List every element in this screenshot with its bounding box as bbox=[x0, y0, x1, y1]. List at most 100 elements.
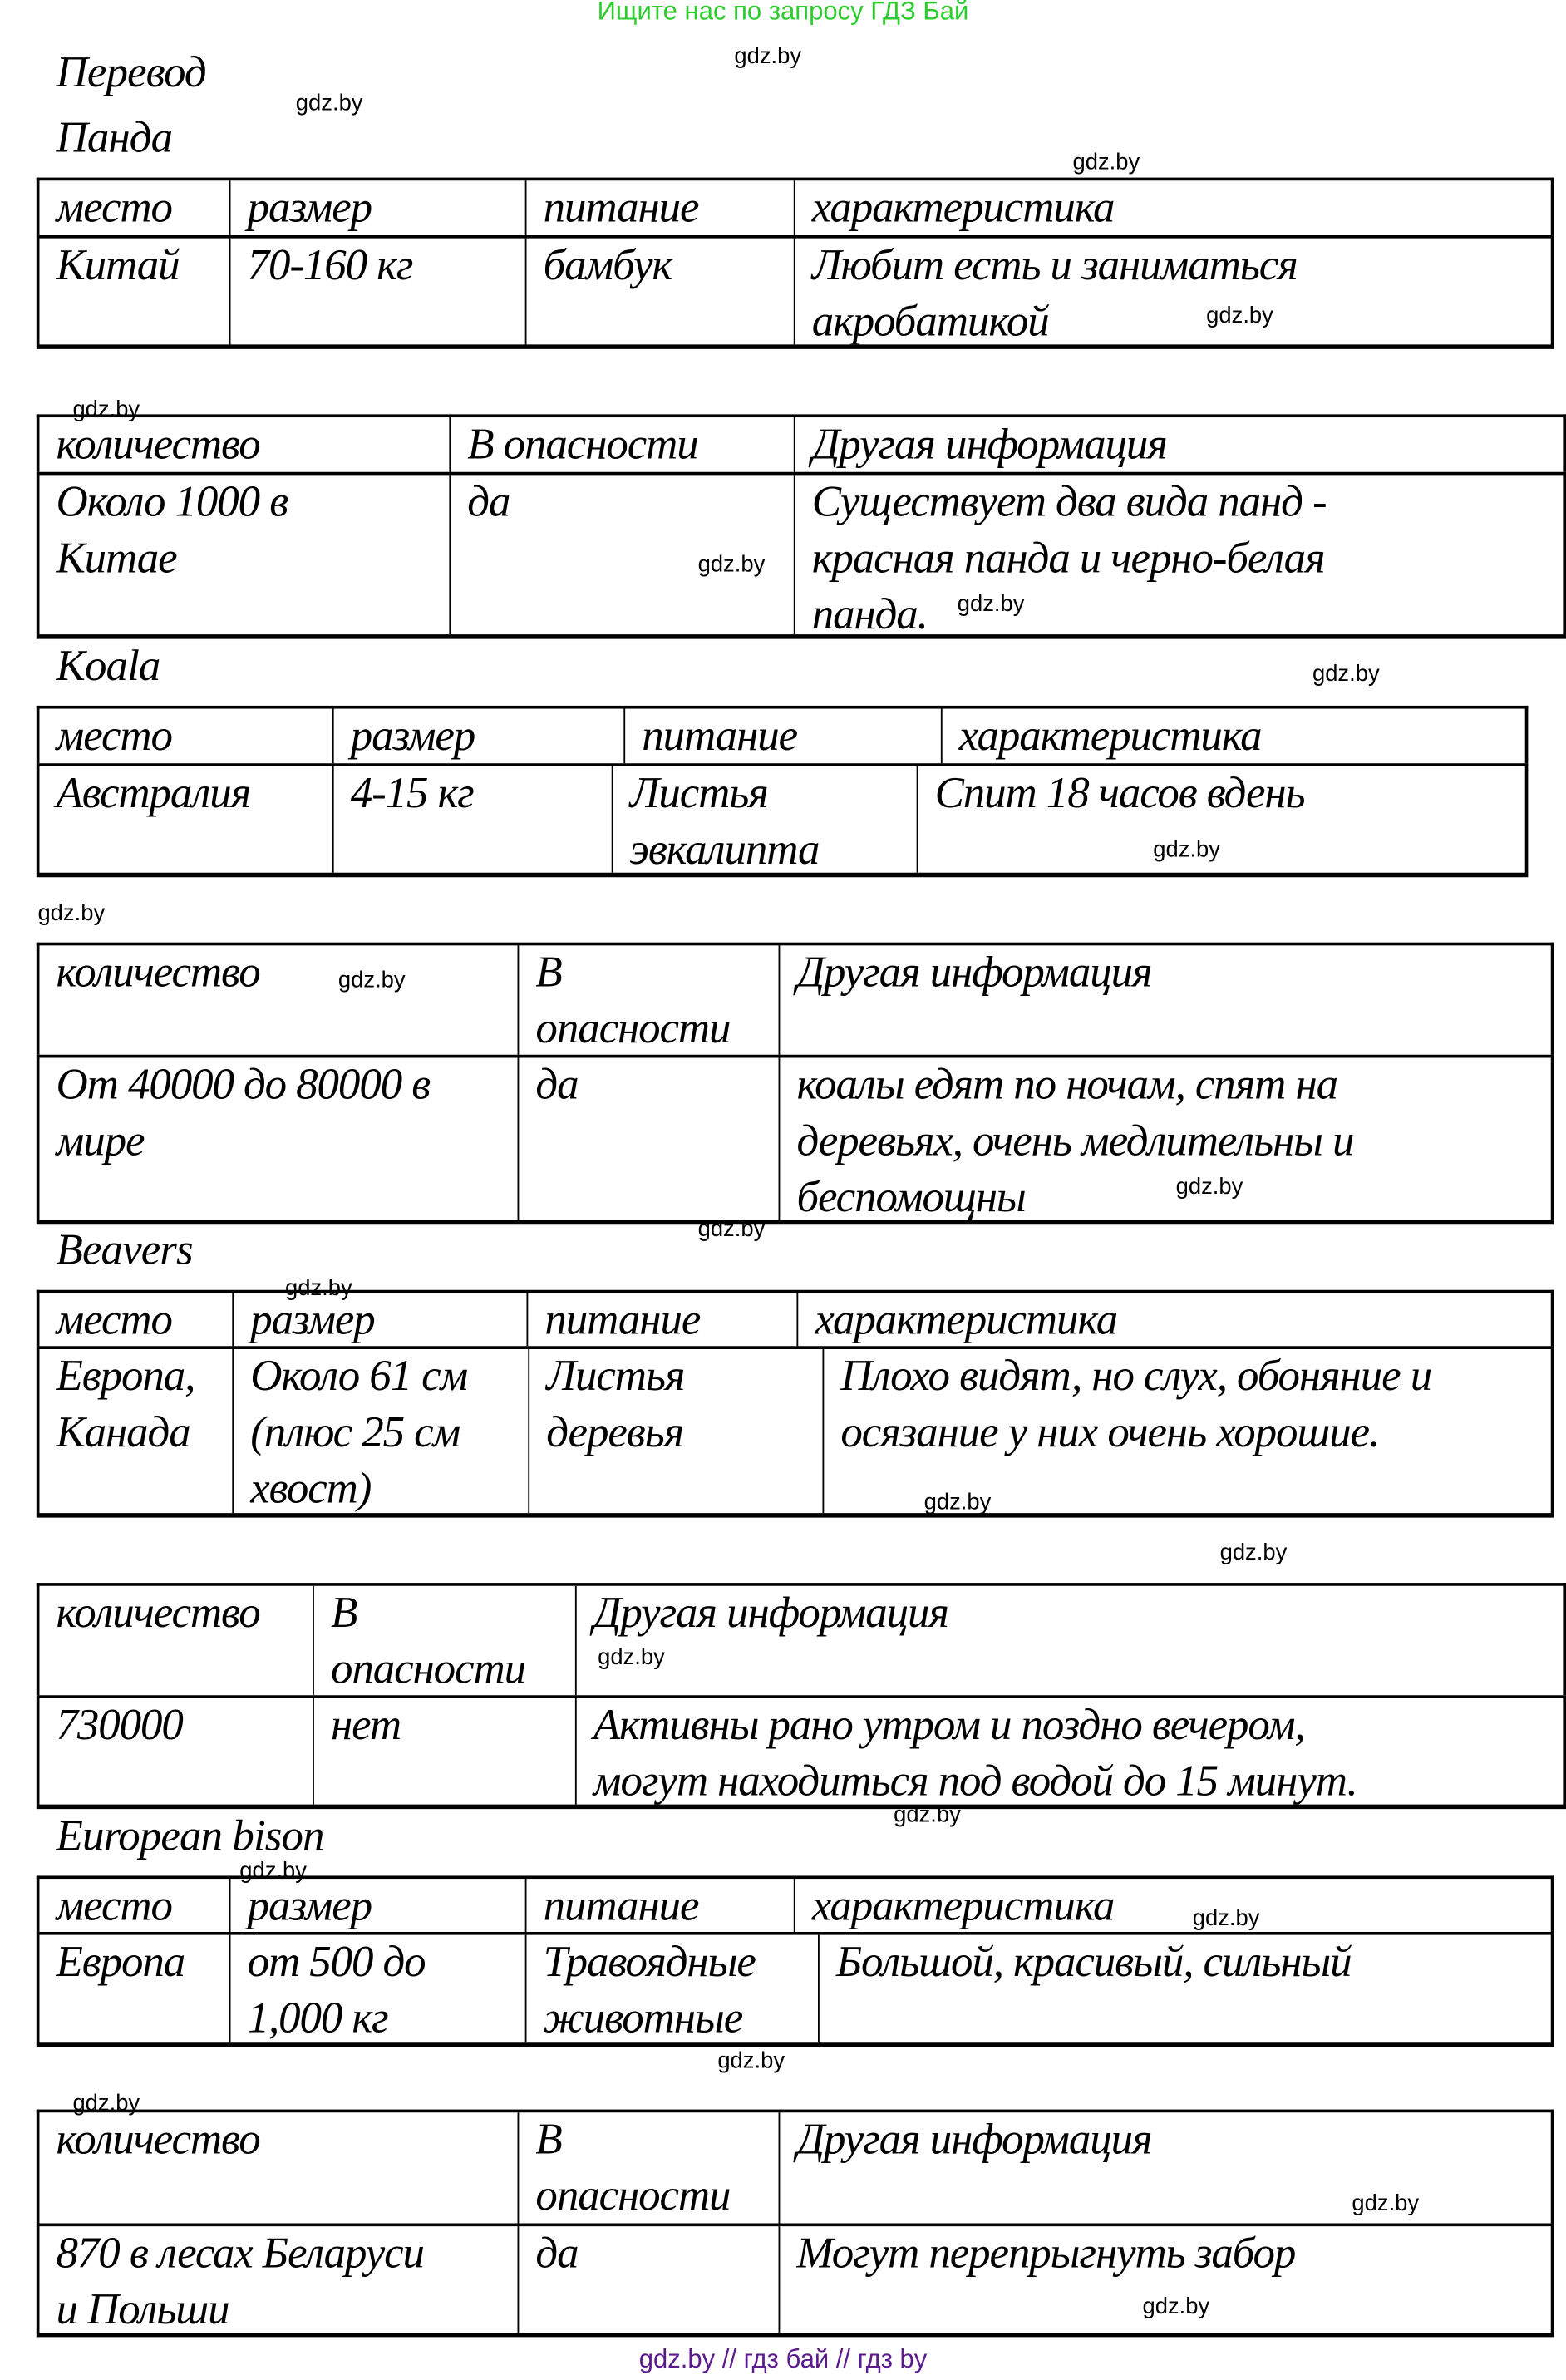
header-cell: место bbox=[39, 180, 231, 235]
bison-table-1: место размер питание характеристика Евро… bbox=[36, 1875, 1554, 2047]
cell: от 500 до 1,000 кг bbox=[230, 1934, 527, 2043]
watermark: gdz.by bbox=[239, 1858, 307, 1885]
header-cell: размер bbox=[230, 180, 527, 235]
beavers-table-2: количество В опасности Другая информация… bbox=[36, 1583, 1566, 1810]
table-header-row: место размер питание характеристика bbox=[36, 1875, 1554, 1932]
header-cell: размер bbox=[334, 708, 626, 764]
header-cell: В опасности bbox=[314, 1585, 577, 1696]
watermark: gdz.by bbox=[337, 967, 406, 993]
table-header-row: количество В опасности Другая информация bbox=[36, 1583, 1566, 1696]
header-cell: Другая информация bbox=[593, 1589, 949, 1638]
cell: да bbox=[519, 2226, 781, 2333]
header-cell: характеристика bbox=[811, 1881, 1115, 1931]
cell: Около 1000 в Китае bbox=[39, 475, 451, 635]
watermark: gdz.by bbox=[894, 1801, 961, 1828]
koala-table-2: количество В опасности Другая информация… bbox=[36, 942, 1554, 1225]
section-title-bison: European bison bbox=[56, 1811, 325, 1861]
table-header-row: место размер питание характеристика bbox=[36, 705, 1529, 764]
table-row: Китай 70-160 кг бамбук Любит есть и зани… bbox=[36, 234, 1554, 349]
watermark: gdz.by bbox=[72, 2090, 140, 2116]
cell: Европа, Канада bbox=[39, 1348, 234, 1514]
cell: Могут перепрыгнуть забор bbox=[796, 2229, 1296, 2279]
cell: Активны рано утром и поздно вечером, мог… bbox=[593, 1701, 1358, 1805]
watermark: gdz.by bbox=[1312, 661, 1380, 687]
panda-table-1: место размер питание характеристика Кита… bbox=[36, 177, 1554, 349]
watermark: gdz.by bbox=[697, 551, 766, 578]
cell: Большой, красивый, сильный bbox=[835, 1938, 1352, 1987]
header-cell: место bbox=[39, 1293, 234, 1347]
table-row: Европа от 500 до 1,000 кг Травоядные жив… bbox=[36, 1931, 1554, 2047]
table-header-row: место размер питание характеристика bbox=[36, 1289, 1554, 1347]
watermark: gdz.by bbox=[72, 397, 140, 423]
cell: Китай bbox=[39, 238, 231, 345]
watermark: gdz.by bbox=[1175, 1174, 1243, 1200]
watermark: gdz.by bbox=[1192, 1905, 1260, 1932]
bison-table-2: количество В опасности Другая информация… bbox=[36, 2109, 1554, 2338]
header-cell: место bbox=[39, 1879, 231, 1932]
table-header-row: количество В опасности Другая информация bbox=[36, 414, 1566, 472]
header-cell: количество bbox=[39, 2112, 520, 2224]
header-cell: характеристика bbox=[811, 183, 1115, 233]
cell: Спит 18 часов вдень bbox=[934, 769, 1306, 818]
watermark: gdz.by bbox=[598, 1644, 665, 1671]
cell: Европа bbox=[39, 1934, 231, 2043]
cell: Листья эвкалипта bbox=[613, 766, 918, 873]
cell: Листья деревья bbox=[529, 1348, 825, 1514]
header-cell: питание bbox=[526, 1879, 795, 1932]
table-header-row: количество В опасности Другая информация bbox=[36, 2109, 1554, 2224]
panda-table-2: количество В опасности Другая информация… bbox=[36, 414, 1566, 639]
table-header-row: количество В опасности Другая информация bbox=[36, 942, 1554, 1055]
table-row: Европа, Канада Около 61 см (плюс 25 см х… bbox=[36, 1346, 1554, 1518]
page-heading: Перевод bbox=[56, 48, 207, 97]
cell: От 40000 до 80000 в мире bbox=[39, 1057, 520, 1220]
header-cell: количество bbox=[39, 945, 520, 1055]
table-row: 730000 нет Активны рано утром и поздно в… bbox=[36, 1695, 1566, 1810]
table-row: 870 в лесах Беларуси и Польши да Могут п… bbox=[36, 2223, 1554, 2338]
watermark: gdz.by bbox=[957, 591, 1025, 618]
koala-table-1: место размер питание характеристика Авст… bbox=[36, 705, 1529, 878]
cell: Существует два вида панд - красная панда… bbox=[811, 478, 1327, 635]
watermark: gdz.by bbox=[295, 90, 363, 116]
cell: коалы едят по ночам, спят на деревьях, о… bbox=[796, 1061, 1354, 1220]
watermark: gdz.by bbox=[734, 43, 802, 70]
cell: 70-160 кг bbox=[230, 238, 527, 345]
table-row: Около 1000 в Китае да Существует два вид… bbox=[36, 471, 1566, 639]
watermark: gdz.by bbox=[1219, 1540, 1288, 1566]
search-banner: Ищите нас по запросу ГДЗ Бай bbox=[597, 0, 969, 27]
header-cell: В опасности bbox=[451, 417, 795, 472]
footer-links: gdz.by // гдз бай // гдз by bbox=[638, 2344, 928, 2374]
section-title-panda: Панда bbox=[56, 113, 174, 163]
watermark: gdz.by bbox=[923, 1489, 992, 1515]
cell: Около 61 см (плюс 25 см хвост) bbox=[234, 1348, 530, 1514]
header-cell: питание bbox=[625, 708, 943, 764]
header-cell: В опасности bbox=[519, 2112, 781, 2224]
watermark: gdz.by bbox=[1206, 303, 1273, 329]
header-cell: питание bbox=[528, 1293, 799, 1347]
table-row: От 40000 до 80000 в мире да коалы едят п… bbox=[36, 1054, 1554, 1225]
cell: 870 в лесах Беларуси и Польши bbox=[39, 2226, 520, 2333]
cell: Любит есть и заниматься акробатикой bbox=[811, 241, 1298, 345]
section-title-koala: Koala bbox=[56, 642, 161, 691]
watermark: gdz.by bbox=[37, 900, 106, 927]
cell: Травоядные животные bbox=[526, 1934, 820, 2043]
table-row: Австралия 4-15 кг Листья эвкалипта Спит … bbox=[36, 763, 1529, 878]
header-cell: Другая информация bbox=[796, 2115, 1152, 2165]
header-cell: характеристика bbox=[815, 1296, 1118, 1345]
watermark: gdz.by bbox=[1153, 836, 1220, 863]
watermark: gdz.by bbox=[697, 1216, 766, 1243]
header-cell: количество bbox=[39, 1585, 314, 1696]
table-header-row: место размер питание характеристика bbox=[36, 177, 1554, 235]
watermark: gdz.by bbox=[1072, 149, 1140, 175]
header-cell: количество bbox=[39, 417, 451, 472]
cell: бамбук bbox=[526, 238, 795, 345]
cell: Плохо видят, но слух, обоняние и осязани… bbox=[840, 1352, 1432, 1457]
header-cell: Другая информация bbox=[796, 949, 1152, 998]
section-title-beavers: Beavers bbox=[56, 1226, 194, 1275]
cell: Австралия bbox=[39, 766, 334, 873]
header-cell: размер bbox=[230, 1879, 527, 1932]
watermark: gdz.by bbox=[717, 2047, 785, 2074]
cell: да bbox=[519, 1057, 781, 1220]
header-cell: характеристика bbox=[958, 712, 1263, 761]
watermark: gdz.by bbox=[285, 1275, 352, 1302]
cell: 730000 bbox=[39, 1698, 314, 1805]
